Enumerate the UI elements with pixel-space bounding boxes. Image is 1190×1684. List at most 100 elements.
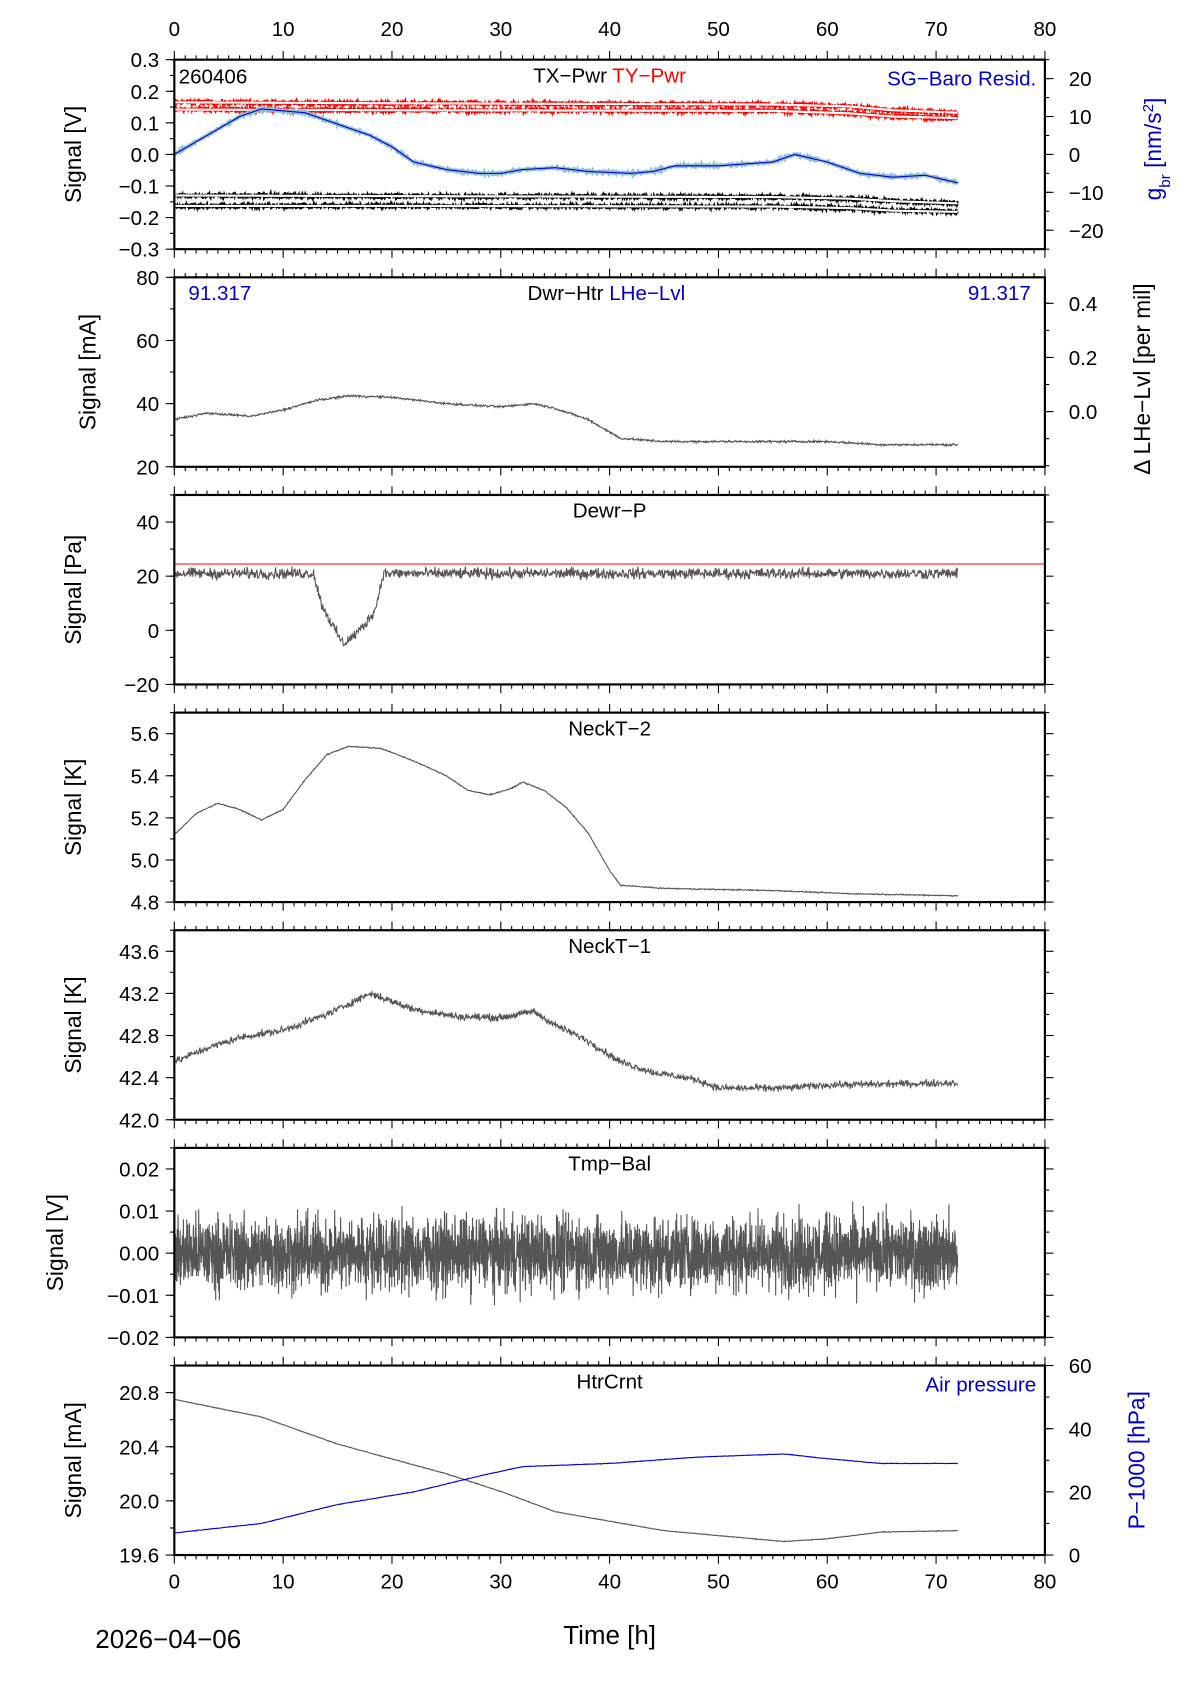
corner-value-right: 91.317	[968, 282, 1031, 305]
series-mean-line	[174, 194, 958, 205]
y-tick-label: −0.2	[119, 207, 160, 230]
x-tick-label: 10	[272, 1571, 295, 1594]
panel-4: 5.6 5.4 5.2 5.0 4.8 Signal [K] NeckT−2	[60, 703, 1054, 915]
plot-area	[174, 1398, 959, 1543]
right-y-tick-label: 10	[1069, 106, 1092, 129]
series-mean-line	[174, 101, 958, 114]
panel-title-part: TX−Pwr	[533, 64, 607, 87]
right-y-tick-label: 40	[1069, 1418, 1092, 1441]
series-line-tmp-bal	[174, 1201, 959, 1306]
y-axis-label: Signal [mA]	[60, 1402, 86, 1518]
y-tick-label: 42.0	[119, 1109, 159, 1132]
panel-7: 0 10 20 30 40 50 60 70 80 20.8 20.4 20.0 19.6 60 40 20 0…	[60, 1355, 1149, 1593]
right-y-tick-label: 0.0	[1069, 401, 1098, 424]
panel-1: 0 10 20 30 40 50 60 70 80 0.3 0.2 0.1 0.0 −0.1 −0.2 −0.…	[60, 18, 1173, 262]
y-tick-label: 4.8	[131, 892, 160, 915]
y-tick-label: 0.2	[131, 81, 160, 104]
right-series-title: SG−Baro Resid.	[887, 68, 1036, 91]
panel-title: HtrCrnt	[576, 1370, 643, 1393]
x-tick-label-top: 60	[816, 18, 839, 41]
station-code: 260406	[179, 65, 248, 88]
y-tick-label: 40	[136, 393, 159, 416]
y-tick-label: 60	[136, 330, 159, 353]
panel-title-part: HtrCrnt	[576, 1370, 643, 1393]
x-tick-label: 30	[489, 1571, 512, 1594]
x-tick-label: 50	[707, 1571, 730, 1594]
right-y-axis-label: Δ LHe−Lvl [per mil]	[1129, 283, 1155, 474]
y-tick-label: 0.00	[119, 1243, 159, 1266]
y-axis-label: Signal [V]	[60, 106, 86, 203]
panel-title-part: Dwr−Htr	[528, 282, 604, 305]
series-line-neckt-1	[174, 990, 959, 1093]
right-y-tick-label: 60	[1069, 1355, 1092, 1378]
plot-area	[174, 990, 959, 1093]
y-axis-label: Signal [V]	[42, 1194, 68, 1291]
plot-area	[174, 745, 959, 898]
y-tick-label: 0.3	[131, 49, 160, 72]
corner-value-left: 91.317	[188, 282, 251, 305]
y-tick-label: 0	[148, 620, 159, 643]
x-tick-label-top: 80	[1033, 18, 1056, 41]
plot-area	[174, 393, 959, 448]
y-tick-label: −0.3	[119, 239, 160, 262]
y-tick-label: 43.2	[119, 983, 159, 1006]
panel-title-part: NeckT−1	[568, 935, 651, 958]
y-tick-label: 20	[136, 566, 159, 589]
date-label: 2026−04−06	[95, 1624, 241, 1654]
plot-area	[174, 1201, 959, 1306]
right-y-tick-label: 0.4	[1069, 293, 1098, 316]
y-tick-label: −20	[124, 674, 159, 697]
panel-2: 80 60 40 20 0.4 0.2 0.0 Δ LHe−Lvl [per mil] Sign…	[74, 267, 1155, 479]
series-line-htrcrnt	[174, 1398, 959, 1543]
y-axis-label: Signal [Pa]	[60, 535, 86, 645]
panel-title-part: TY−Pwr	[607, 64, 686, 87]
y-tick-label: 40	[136, 512, 159, 535]
right-y-tick-label: −10	[1069, 182, 1104, 205]
panel-title: NeckT−1	[568, 935, 651, 958]
y-tick-label: 0.1	[131, 112, 160, 135]
x-tick-label: 20	[381, 1571, 404, 1594]
y-tick-label: 19.6	[119, 1545, 159, 1568]
y-tick-label: 0.0	[131, 144, 160, 167]
y-axis-label: Signal [K]	[60, 759, 86, 856]
y-axis-label: Signal [mA]	[74, 314, 100, 430]
x-tick-label-top: 10	[272, 18, 295, 41]
right-y-axis-label: gbr [nm/s2]	[1139, 98, 1173, 201]
x-tick-label-top: 50	[707, 18, 730, 41]
x-tick-label-top: 0	[169, 18, 180, 41]
plot-area	[174, 96, 960, 218]
panel-title: Dewr−P	[573, 500, 647, 523]
right-y-tick-label: 20	[1069, 1481, 1092, 1504]
x-axis-label: Time [h]	[563, 1620, 656, 1650]
panel-title: Dwr−Htr LHe−Lvl	[528, 282, 686, 305]
y-tick-label: −0.01	[107, 1285, 159, 1308]
y-tick-label: 5.0	[131, 850, 160, 873]
panel-3: 40 20 0 −20 Signal [Pa] Dewr−P	[60, 486, 1054, 697]
y-tick-label: 42.8	[119, 1025, 159, 1048]
panel-6: 0.02 0.01 0.00 −0.01 −0.02 Signal [V] Tmp−Bal	[42, 1139, 1054, 1350]
x-tick-label-top: 20	[381, 18, 404, 41]
x-tick-label: 60	[816, 1571, 839, 1594]
series-line-dewr-p	[174, 565, 959, 647]
right-y-tick-label: 0	[1069, 144, 1080, 167]
panel-frame	[173, 711, 1046, 904]
x-tick-label-top: 30	[489, 18, 512, 41]
y-tick-label: 20	[136, 456, 159, 479]
x-tick-label-top: 70	[925, 18, 948, 41]
panel-title-part: Dewr−P	[573, 500, 647, 523]
series-mean-line	[174, 204, 958, 213]
panel-frame	[173, 493, 1046, 686]
x-tick-label: 0	[169, 1571, 180, 1594]
y-tick-label: −0.1	[119, 176, 160, 199]
y-tick-label: 5.6	[131, 723, 160, 746]
y-tick-label: 20.8	[119, 1382, 159, 1405]
series-line-air-pressure	[174, 1453, 958, 1534]
panel-title-part: LHe−Lvl	[603, 282, 685, 305]
panel-title: Tmp−Bal	[568, 1153, 651, 1176]
y-tick-label: 5.4	[131, 765, 160, 788]
series-line-neckt-2	[174, 745, 959, 898]
right-series-title: Air pressure	[925, 1374, 1036, 1397]
panel-title: TX−Pwr TY−Pwr	[533, 64, 686, 87]
series-halo	[174, 104, 960, 186]
